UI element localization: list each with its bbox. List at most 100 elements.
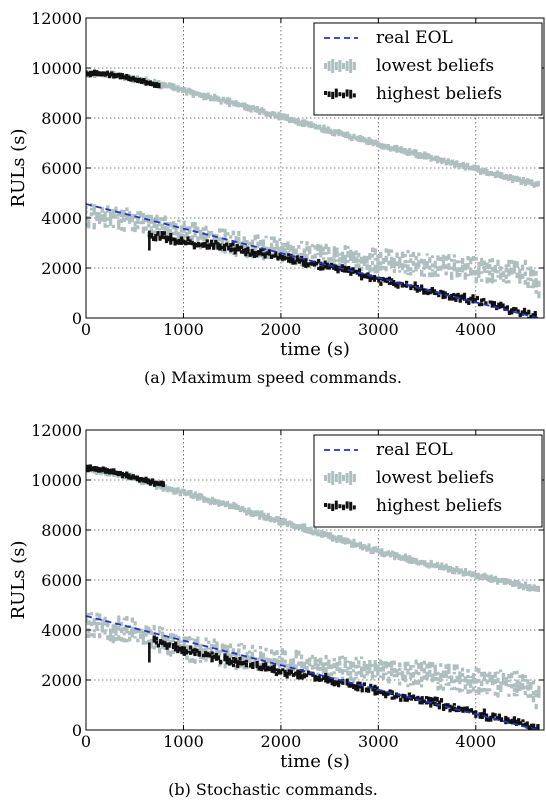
highest-beliefs-series-marker (325, 266, 329, 270)
highest-beliefs-series-marker (323, 260, 327, 264)
highest-beliefs-series-marker (131, 76, 135, 79)
highest-beliefs-series-marker (298, 675, 302, 680)
lowest-beliefs-series-marker (381, 675, 386, 680)
lowest-beliefs-series-marker (298, 526, 302, 530)
highest-beliefs-series-marker (458, 297, 462, 303)
lowest-beliefs-series-marker (450, 271, 454, 276)
lowest-beliefs-series-marker (223, 501, 227, 507)
highest-beliefs-series-marker (144, 81, 148, 86)
highest-beliefs-series-marker (190, 241, 194, 244)
lowest-beliefs-series-marker (400, 265, 405, 271)
highest-beliefs-series-marker (159, 482, 163, 487)
lowest-beliefs-series-marker (414, 154, 418, 159)
highest-beliefs-series-marker (330, 681, 334, 686)
lowest-beliefs-series-marker (455, 687, 459, 691)
lowest-beliefs-series-marker (488, 678, 492, 683)
lowest-beliefs-series-marker (474, 572, 478, 577)
lowest-beliefs-series-marker (133, 636, 137, 639)
highest-beliefs-series-marker (471, 294, 475, 299)
lowest-beliefs-series-marker (446, 159, 450, 163)
lowest-beliefs-series-marker (140, 480, 144, 486)
lowest-beliefs-series-marker (174, 487, 178, 493)
highest-beliefs-series-marker (517, 718, 521, 722)
lowest-beliefs-series-marker (433, 676, 437, 682)
legend-highest-marker (331, 503, 335, 511)
highest-beliefs-series-marker (244, 252, 248, 257)
highest-beliefs-series-marker (114, 73, 118, 78)
lowest-beliefs-series-marker (103, 211, 107, 217)
lowest-beliefs-series-marker (349, 661, 353, 665)
highest-beliefs-series-marker (263, 255, 267, 259)
lowest-beliefs-series-marker (87, 219, 91, 224)
lowest-beliefs-series-marker (183, 490, 187, 496)
lowest-beliefs-series-marker (327, 246, 331, 251)
lowest-beliefs-series-marker (455, 675, 459, 680)
highest-beliefs-series-marker (229, 243, 233, 248)
highest-beliefs-series-marker (140, 79, 144, 84)
lowest-beliefs-series-marker (291, 249, 295, 254)
lowest-beliefs-series-marker (291, 253, 295, 257)
lowest-beliefs-series-marker (136, 628, 140, 633)
lowest-beliefs-series-marker (536, 587, 540, 593)
lowest-beliefs-series-marker (502, 582, 506, 585)
lowest-beliefs-series-marker (346, 254, 350, 258)
legend-highest-marker (352, 505, 356, 510)
lowest-beliefs-series-marker (114, 623, 118, 629)
lowest-beliefs-series-marker (146, 78, 150, 82)
lowest-beliefs-series-marker (217, 96, 221, 101)
highest-beliefs-series-marker (356, 681, 360, 685)
legend-lowest-marker (352, 62, 356, 70)
lowest-beliefs-series-marker (428, 669, 432, 673)
highest-beliefs-series-marker (317, 258, 321, 264)
lowest-beliefs-series-marker (405, 150, 410, 155)
lowest-beliefs-series-marker (400, 253, 405, 259)
highest-beliefs-series-marker (225, 655, 229, 660)
lowest-beliefs-series-marker (439, 258, 443, 262)
lowest-beliefs-series-marker (234, 100, 238, 104)
highest-beliefs-series-marker (490, 303, 494, 308)
lowest-beliefs-series-marker (428, 674, 432, 677)
lowest-beliefs-series-marker (436, 258, 440, 261)
highest-beliefs-series-marker (173, 237, 177, 241)
lowest-beliefs-series-marker (482, 687, 486, 691)
highest-beliefs-series-marker (146, 479, 150, 485)
highest-beliefs-series-marker (317, 266, 321, 271)
lowest-beliefs-series-marker (286, 241, 290, 246)
lowest-beliefs-series-marker (286, 245, 290, 251)
lowest-beliefs-series-marker (100, 207, 104, 213)
lowest-beliefs-series-marker (261, 239, 265, 244)
lowest-beliefs-series-marker (242, 656, 246, 662)
legend-lowest-swatch (324, 59, 356, 73)
highest-beliefs-series-marker (319, 678, 324, 682)
highest-beliefs-series-marker (326, 678, 330, 684)
lowest-beliefs-series-marker (431, 157, 435, 161)
lowest-beliefs-series-marker (168, 229, 173, 233)
lowest-beliefs-series-marker (452, 259, 456, 262)
lowest-beliefs-series-marker (507, 684, 511, 687)
lowest-beliefs-series-marker (309, 124, 313, 129)
lowest-beliefs-series-marker (409, 672, 413, 677)
lowest-beliefs-series-marker (395, 144, 399, 150)
lowest-beliefs-series-marker (448, 160, 453, 165)
lowest-beliefs-series-marker (223, 651, 227, 656)
highest-beliefs-series-marker (105, 468, 110, 473)
lowest-beliefs-series-marker (200, 95, 204, 99)
lowest-beliefs-series-marker (395, 252, 399, 255)
lowest-beliefs-series-marker (455, 163, 459, 167)
lowest-beliefs-series-marker (299, 654, 304, 660)
lowest-beliefs-series-marker (433, 263, 437, 269)
lowest-beliefs-series-marker (398, 672, 402, 676)
lowest-beliefs-series-marker (198, 94, 202, 98)
lowest-beliefs-series-marker (319, 244, 323, 248)
lowest-beliefs-series-marker (510, 259, 514, 264)
lowest-beliefs-series-marker (460, 673, 465, 677)
lowest-beliefs-series-marker (441, 686, 446, 691)
lowest-beliefs-series-marker (239, 246, 244, 252)
highest-beliefs-series-marker (347, 265, 351, 270)
lowest-beliefs-series-marker (193, 90, 197, 96)
y-tick-label: 12000 (31, 9, 82, 28)
lowest-beliefs-series-marker (114, 637, 118, 642)
lowest-beliefs-series-marker (400, 671, 405, 676)
lowest-beliefs-series-marker (488, 673, 492, 676)
highest-beliefs-series-marker (267, 252, 271, 256)
